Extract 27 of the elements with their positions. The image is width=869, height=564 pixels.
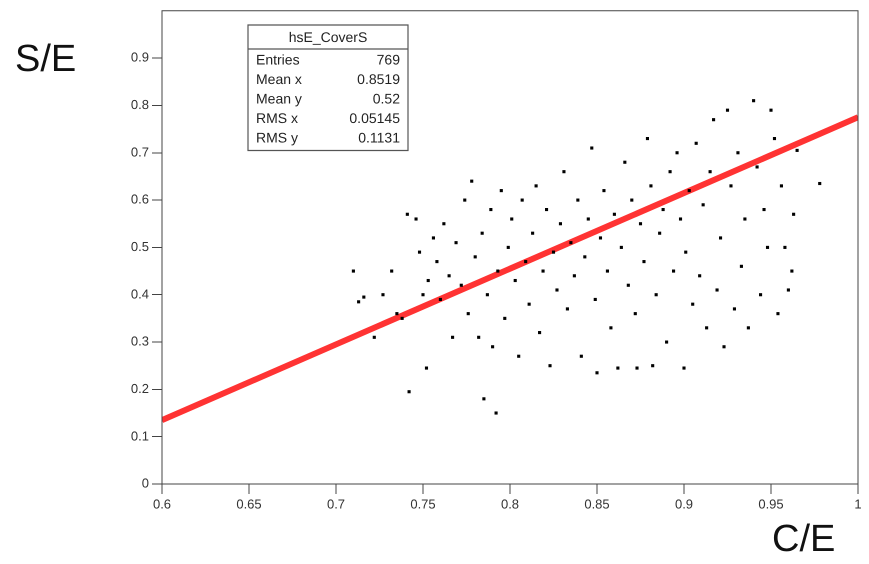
- y-tick-label: 0.8: [130, 97, 149, 112]
- y-axis-title: S/E: [15, 38, 76, 81]
- y-tick-label: 0: [142, 476, 149, 491]
- x-tick-label: 1: [854, 496, 862, 512]
- text: RMS x 0.05145: [256, 110, 400, 126]
- x-tick-label: 0.85: [584, 496, 610, 512]
- x-axis-title: C/E: [772, 518, 836, 561]
- text: Entries 769: [256, 52, 400, 68]
- x-tick-label: 0.75: [410, 496, 436, 512]
- x-tick-label: 0.8: [500, 496, 520, 512]
- y-tick-label: 0.4: [130, 286, 149, 302]
- text: Mean y 0.52: [256, 90, 400, 107]
- y-tick-label: 0.3: [130, 334, 149, 349]
- x-tick-label: 0.95: [758, 496, 784, 512]
- y-tick-label: 0.1: [130, 428, 149, 444]
- x-tick-label: 0.9: [674, 496, 694, 512]
- text: hsE_CoverS: [288, 28, 368, 45]
- y-tick-label: 0.5: [130, 238, 149, 254]
- x-tick-label: 0.6: [152, 496, 172, 512]
- y-tick-label: 0.2: [130, 380, 149, 396]
- text: Mean x 0.8519: [256, 71, 400, 88]
- text: RMS y 0.1131: [256, 130, 400, 146]
- y-tick-label: 0.7: [130, 144, 149, 160]
- x-tick-label: 0.7: [326, 496, 346, 512]
- x-tick-label: 0.65: [236, 496, 262, 512]
- y-tick-label: 0.9: [130, 50, 149, 65]
- y-tick-label: 0.6: [130, 192, 149, 207]
